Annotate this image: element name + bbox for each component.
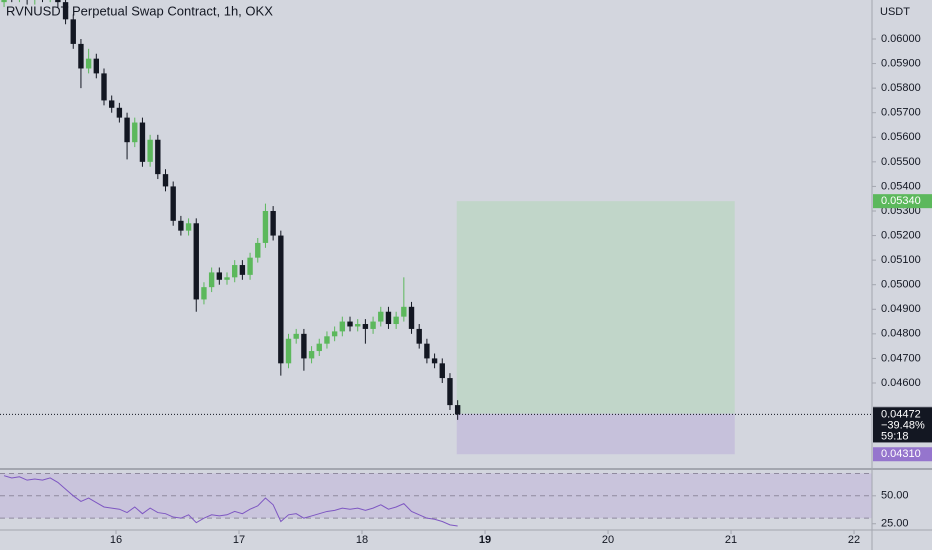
candle-body [331,331,338,337]
candle-body [85,58,92,69]
rsi-tick-label: 50.00 [881,490,909,502]
candle-body [93,58,100,74]
candle-body [339,321,346,332]
stop-box [873,447,932,462]
candle-body [162,174,169,187]
x-tick-label: 18 [356,534,368,546]
candle-body [454,405,461,415]
candle-body [270,210,276,236]
last-price-label: 0.04472 [881,408,921,420]
last-change: −39.48% [881,419,925,431]
candle-body [116,107,123,118]
y-tick-label: 0.05100 [881,254,921,266]
candle-body [370,321,376,329]
candle-body [347,321,353,327]
candle-body [301,333,307,359]
candle-body [385,311,392,325]
target-box [873,194,932,209]
candle-body [408,306,415,329]
candle-body [70,19,76,44]
candle-body [193,223,199,300]
y-tick-label: 0.05000 [881,279,921,291]
candle-body [278,235,284,364]
y-tick-label: 0.04800 [881,328,921,340]
y-tick-label: 0.05900 [881,57,921,69]
candle-body [55,0,61,3]
candle-body [132,122,138,143]
candle-body [262,210,269,243]
candle-body [124,117,130,143]
y-tick-label: 0.05200 [881,229,921,241]
stop-label: 0.04310 [881,448,921,460]
candle-body [316,343,322,352]
axes: 0.04600 0.04700 0.04800 0.04900 0.05000 0.051… [110,33,932,546]
candle-body [308,351,315,359]
candle-body [285,338,292,364]
candle-body [216,272,223,280]
candle-body [170,186,176,221]
candle-body [255,242,261,258]
candle-body [224,277,230,280]
x-tick-label: 20 [602,534,614,546]
candle-body [439,363,445,379]
candle-body [293,333,299,339]
candle-body [101,73,107,101]
y-tick-label: 0.05600 [881,131,921,143]
loss-zone [456,413,735,455]
candle-body [1,0,7,3]
target-label: 0.05340 [881,195,921,207]
candle-body [139,122,146,162]
chart-title: RVNUSDT Perpetual Swap Contract, 1h, OKX [6,3,273,18]
y-tick-label: 0.05700 [881,107,921,119]
profit-zone [456,201,735,414]
candle-body [201,287,207,300]
x-tick-label: 16 [110,534,122,546]
y-tick-label: 0.05400 [881,180,921,192]
candle-body [232,265,238,278]
candle-body [324,336,330,344]
x-tick-label: 17 [233,534,245,546]
candle-body [447,378,453,406]
candle-body [355,324,361,327]
candle-body [239,265,246,275]
candle-body [178,220,184,231]
candle-body [393,316,399,325]
y-tick-label: 0.05800 [881,82,921,94]
last-price-box [873,407,932,443]
axis-unit: USDT [880,6,910,18]
candle-body [155,139,161,175]
y-tick-label: 0.05500 [881,156,921,168]
candle-body [78,43,84,69]
y-tick-label: 0.06000 [881,33,921,45]
rsi-pane [0,472,872,527]
candle-body [431,358,438,364]
candle-body [401,306,407,317]
y-tick-label: 0.04700 [881,352,921,364]
x-tick-label: 22 [848,534,860,546]
candle-body [424,343,430,359]
candle-body [208,272,215,288]
candle-body [362,324,369,329]
rsi-line [3,475,458,527]
candle-body [378,311,384,322]
y-tick-label: 0.04900 [881,303,921,315]
candle-body [147,139,153,162]
candle-body [247,257,253,275]
rsi-tick-label: 25.00 [881,518,909,530]
candle-body [62,2,69,20]
y-tick-label: 0.04600 [881,377,921,389]
x-tick-label: 21 [725,534,737,546]
price-pane [0,0,872,455]
countdown: 59:18 [881,430,909,442]
candle-body [109,100,115,108]
candle-body [185,223,192,231]
x-tick-label: 19 [479,534,491,546]
candle-body [416,328,422,344]
